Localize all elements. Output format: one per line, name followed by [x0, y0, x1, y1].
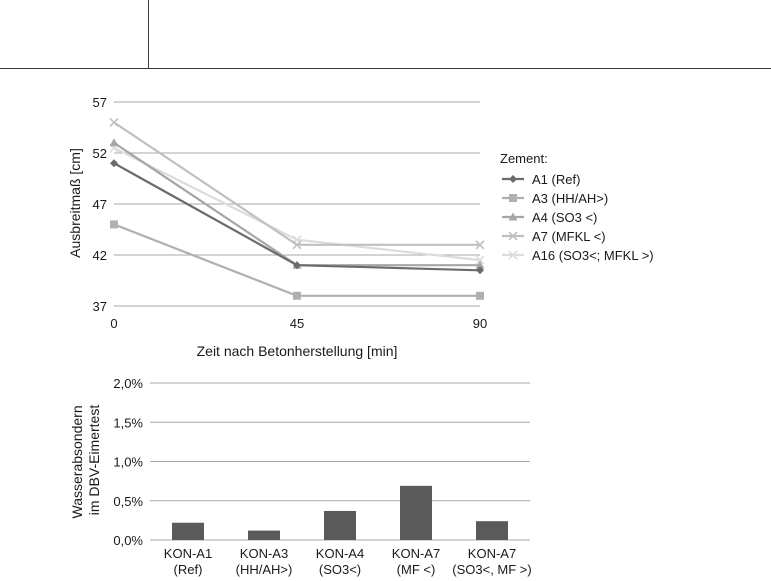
line-chart-x-axis-label: Zeit nach Betonherstellung [min] [197, 343, 398, 359]
legend-title: Zement: [500, 151, 548, 166]
data-point [109, 138, 119, 147]
legend-label: A4 (SO3 <) [532, 210, 597, 225]
line-chart-y-ticks: 37 42 47 52 57 [93, 95, 107, 314]
bar-chart-y-tick-label: 1,0% [113, 455, 143, 470]
bar-chart-y-tick-label: 2,0% [113, 376, 143, 391]
bar [248, 530, 280, 540]
series-line [113, 121, 480, 246]
x-tick-label-line: KON-A1 [164, 546, 212, 561]
data-point [293, 261, 301, 270]
bar-chart-grid [150, 382, 530, 541]
data-point [292, 240, 302, 250]
bar [172, 522, 204, 540]
legend-item: A16 (SO3<; MFKL >) [502, 248, 654, 263]
x-tick-label-line: (MF <) [397, 562, 436, 577]
line-chart-x-tick-label: 45 [290, 316, 304, 331]
header-divider [148, 0, 149, 68]
line-chart-legend: Zement: A1 (Ref) A3 (HH/AH>) A4 (SO3 <) A7 (… [500, 151, 654, 263]
x-tick-label-line: (SO3<) [319, 562, 361, 577]
series-line [113, 223, 480, 297]
legend-marker [508, 212, 518, 221]
line-series [110, 220, 484, 300]
bar [476, 521, 508, 540]
data-point [109, 117, 119, 127]
x-tick-label-line: KON-A3 [240, 546, 288, 561]
legend-item: A1 (Ref) [502, 172, 580, 187]
bar-chart-y-axis-label: Wasserabsondern im DBV-Eimertest [69, 402, 102, 519]
line-chart-series [109, 117, 485, 300]
data-point [475, 260, 485, 269]
x-tick-label-line: (HH/AH>) [236, 562, 293, 577]
data-point [475, 240, 485, 250]
data-point [475, 255, 485, 265]
line-chart-x-tick-label: 90 [473, 316, 487, 331]
bar-chart-x-ticks: KON-A1 (Ref)KON-A3 (HH/AH>)KON-A4 (SO3<)KON… [164, 546, 532, 577]
x-tick-label-line: KON-A4 [316, 546, 364, 561]
legend-label: A3 (HH/AH>) [532, 191, 608, 206]
line-chart-y-tick-label: 57 [93, 95, 107, 110]
legend-marker [509, 175, 517, 183]
line-chart-y-tick-label: 37 [93, 299, 107, 314]
legend-item: A3 (HH/AH>) [502, 191, 608, 206]
data-point [476, 291, 484, 300]
bar-chart-x-tick-label: KON-A4 (SO3<) [316, 546, 364, 577]
data-point [293, 291, 301, 300]
x-tick-label-line: KON-A7 [468, 546, 516, 561]
bar-chart-x-tick-label: KON-A1 (Ref) [164, 546, 212, 577]
legend-marker [508, 250, 518, 260]
line-chart-grid [114, 101, 480, 307]
bar-chart-x-tick-label: KON-A7 (MF <) [392, 546, 440, 577]
legend-marker [509, 194, 517, 202]
x-tick-label-line: (SO3<, MF >) [452, 562, 531, 577]
line-chart-x-tick-label: 0 [110, 316, 117, 331]
legend-label: A16 (SO3<; MFKL >) [532, 248, 654, 263]
line-series [110, 159, 484, 275]
x-tick-label-line: (Ref) [174, 562, 203, 577]
legend-item: A7 (MFKL <) [502, 229, 606, 244]
bar-chart-y-tick-label: 0,0% [113, 533, 143, 548]
data-point [110, 220, 118, 229]
line-chart-y-tick-label: 52 [93, 146, 107, 161]
legend-label: A7 (MFKL <) [532, 229, 606, 244]
bar-chart-y-axis-label-line-1: Wasserabsondern [69, 405, 85, 518]
data-point [110, 159, 118, 168]
line-series [109, 117, 485, 250]
bar-chart-y-tick-label: 0,5% [113, 494, 143, 509]
bar-chart-y-tick-label: 1,5% [113, 415, 143, 430]
line-chart-y-tick-label: 47 [93, 197, 107, 212]
bar-chart-y-axis-label-line-2: im DBV-Eimertest [86, 405, 102, 516]
page-header [0, 0, 771, 69]
line-chart-x-ticks: 0 45 90 [110, 316, 487, 331]
bar-chart-x-tick-label: KON-A7 (SO3<, MF >) [452, 546, 531, 577]
bar-chart-y-ticks: 0,0% 0,5% 1,0% 1,5% 2,0% [113, 376, 143, 548]
bar-chart-x-tick-label: KON-A3 (HH/AH>) [236, 546, 293, 577]
bar-chart-bars [172, 485, 508, 540]
legend-marker [508, 231, 518, 241]
legend-item: A4 (SO3 <) [502, 210, 597, 225]
x-tick-label-line: KON-A7 [392, 546, 440, 561]
bar [324, 510, 356, 540]
bar [400, 485, 432, 540]
bar-chart: 0,0% 0,5% 1,0% 1,5% 2,0% KON-A1 (Ref) KON-A3 (H… [69, 376, 532, 577]
data-point [476, 266, 484, 275]
line-chart: 37 42 47 52 57 0 45 90 Zement: A1 (Ref) A3 (HH/A… [67, 95, 654, 359]
line-chart-y-tick-label: 42 [93, 248, 107, 263]
legend-label: A1 (Ref) [532, 172, 580, 187]
line-chart-y-axis-label: Ausbreitmaß [cm] [67, 148, 83, 258]
